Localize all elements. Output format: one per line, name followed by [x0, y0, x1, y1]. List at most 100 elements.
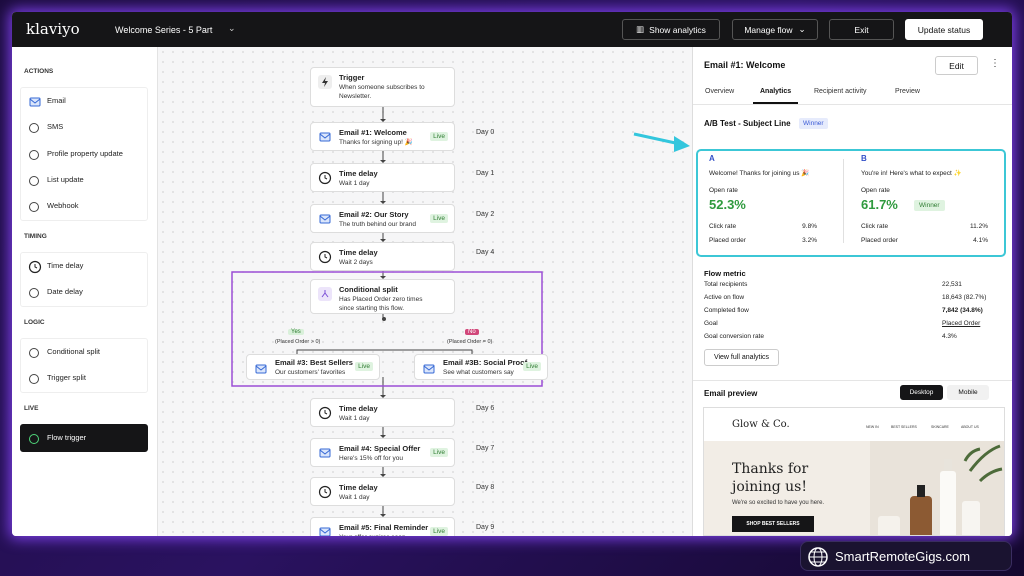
chevron[interactable]: ⌄: [228, 23, 236, 33]
node-subtitle: Has Placed Order zero times since starti…: [339, 296, 423, 312]
winner-badge: Winner: [914, 200, 945, 211]
sidebar-item[interactable]: Profile property update: [47, 148, 123, 158]
metric-value: 4.3%: [942, 333, 957, 340]
node-icon: [422, 362, 436, 376]
logo: klaviyo: [26, 20, 80, 38]
manage-flow-button[interactable]: Manage flow ⌄: [732, 19, 818, 40]
flow-node[interactable]: Email #2: Our Story The truth behind our …: [310, 204, 455, 233]
day-label: Day 8: [476, 484, 495, 491]
sidebar-item[interactable]: Conditional split: [47, 347, 100, 356]
sidebar-item[interactable]: Time delay: [47, 261, 84, 270]
day-label: Day 2: [476, 211, 495, 218]
node-title: Email #4: Special Offer: [339, 444, 421, 453]
button-label: Update status: [917, 24, 971, 35]
watermark-text: SmartRemoteGigs.com: [835, 549, 971, 564]
node-subtitle: Wait 1 day: [339, 494, 370, 501]
node-icon: [318, 212, 332, 226]
flow-node[interactable]: Time delay Wait 1 day: [310, 163, 455, 192]
flow-node[interactable]: Email #5: Final ReminderYour offer expir…: [310, 517, 455, 536]
node-title: Trigger: [339, 73, 365, 82]
sidebar-item[interactable]: List update: [47, 174, 84, 184]
tab[interactable]: Recipient activity: [814, 88, 867, 95]
node-title: Email #5: Final Reminder: [339, 523, 429, 532]
item-icon: [28, 121, 40, 139]
variant-subject: You're in! Here's what to expect ✨: [861, 170, 962, 177]
flow-name[interactable]: Welcome Series - 5 Part: [115, 25, 213, 35]
node-icon: [318, 446, 332, 460]
top-bar: klaviyo Welcome Series - 5 Part ⌄ ▥ Show …: [12, 12, 1012, 47]
watermark: SmartRemoteGigs.com: [800, 541, 1012, 571]
node-subtitle: Wait 2 days: [339, 259, 373, 266]
sidebar-item[interactable]: Email: [47, 96, 66, 105]
preview-title: Email preview: [704, 389, 758, 398]
sidebar-item[interactable]: SMS: [47, 122, 64, 132]
flow-node[interactable]: Time delay Wait 2 days: [310, 242, 455, 271]
sidebar-item[interactable]: Trigger split: [47, 373, 86, 383]
item-icon: [28, 260, 42, 279]
item-icon: [28, 200, 40, 218]
sidebar-item[interactable]: Date delay: [47, 287, 83, 297]
mobile-toggle[interactable]: Mobile: [947, 385, 989, 400]
section-title: LIVE: [24, 405, 39, 412]
node-subtitle: The truth behind our brand: [339, 221, 416, 228]
button-label: Edit: [949, 60, 964, 71]
desktop-toggle[interactable]: Desktop: [900, 385, 943, 400]
flow-node[interactable]: Time delay Wait 1 day: [310, 398, 455, 427]
click-label: Click rate: [861, 223, 889, 230]
node-subtitle: Wait 1 day: [339, 180, 370, 187]
side-panel: Email #1: Welcome Edit ⋮ Overview Analyt…: [692, 47, 1012, 536]
no-tag: No: [465, 329, 479, 335]
live-badge: Live: [523, 362, 541, 371]
section-box: [20, 338, 148, 393]
live-badge: Live: [430, 448, 448, 457]
flow-node[interactable]: Email #4: Special Offer Here's 15% off fo…: [310, 438, 455, 467]
node-icon: [318, 75, 332, 89]
node-title: Email #2: Our Story: [339, 210, 409, 219]
open-label: Open rate: [709, 187, 738, 194]
app-window: klaviyo Welcome Series - 5 Part ⌄ ▥ Show …: [12, 12, 1012, 536]
flow-node[interactable]: Email #3: Best Sellers Our customers' fav…: [246, 354, 380, 380]
tab[interactable]: Preview: [895, 88, 920, 95]
divider: [843, 159, 844, 243]
node-subtitle: Thanks for signing up! 🎉: [339, 139, 413, 146]
flow-node[interactable]: Trigger When someone subscribes to Newsle…: [310, 67, 455, 107]
node-subtitle: Here's 15% off for you: [339, 455, 403, 462]
more-menu[interactable]: ⋮: [990, 58, 1000, 69]
tab[interactable]: Overview: [705, 88, 735, 95]
flow-node[interactable]: Email #3B: Social Proof See what customer…: [414, 354, 548, 380]
node-title: Conditional split: [339, 285, 398, 294]
tab-active[interactable]: Analytics: [760, 88, 792, 95]
node-title: Email #3B: Social Proof: [443, 358, 528, 367]
update-status-button[interactable]: Update status: [905, 19, 983, 40]
button-label: SHOP BEST SELLERS: [746, 521, 800, 527]
yes-tag: Yes: [288, 329, 304, 335]
node-icon: [318, 485, 332, 499]
divider: [693, 380, 1012, 381]
node-title: Time delay: [339, 483, 378, 492]
flow-node[interactable]: Conditional split Has Placed Order zero t…: [310, 279, 455, 314]
item-icon: [28, 286, 40, 304]
node-icon: [318, 406, 332, 420]
sidebar-item[interactable]: Flow trigger: [47, 433, 87, 442]
button-label: Exit: [854, 24, 869, 35]
live-badge: Live: [430, 527, 448, 536]
flow-node[interactable]: Time delay Wait 1 day: [310, 477, 455, 506]
node-icon: [318, 525, 332, 536]
node-subtitle: Our customers' favorites: [275, 369, 346, 376]
click-value: 11.2%: [970, 223, 988, 230]
exit-button[interactable]: Exit: [829, 19, 894, 40]
nav-item: SKINCARE: [931, 425, 949, 429]
sidebar-item[interactable]: Webhook: [47, 201, 79, 211]
order-label: Placed order: [709, 237, 746, 244]
show-analytics-button[interactable]: ▥ Show analytics: [622, 19, 720, 40]
button-label: Desktop: [909, 389, 934, 396]
node-title: Email #1: Welcome: [339, 128, 407, 137]
ab-title: A/B Test - Subject Line: [704, 119, 791, 128]
view-analytics-button[interactable]: View full analytics: [704, 349, 779, 366]
edit-button[interactable]: Edit: [935, 56, 978, 75]
section-title: TIMING: [24, 233, 47, 240]
day-label: Day 4: [476, 249, 495, 256]
cta-button[interactable]: SHOP BEST SELLERS: [732, 516, 814, 532]
flow-node[interactable]: Email #1: Welcome Thanks for signing up! …: [310, 122, 455, 151]
